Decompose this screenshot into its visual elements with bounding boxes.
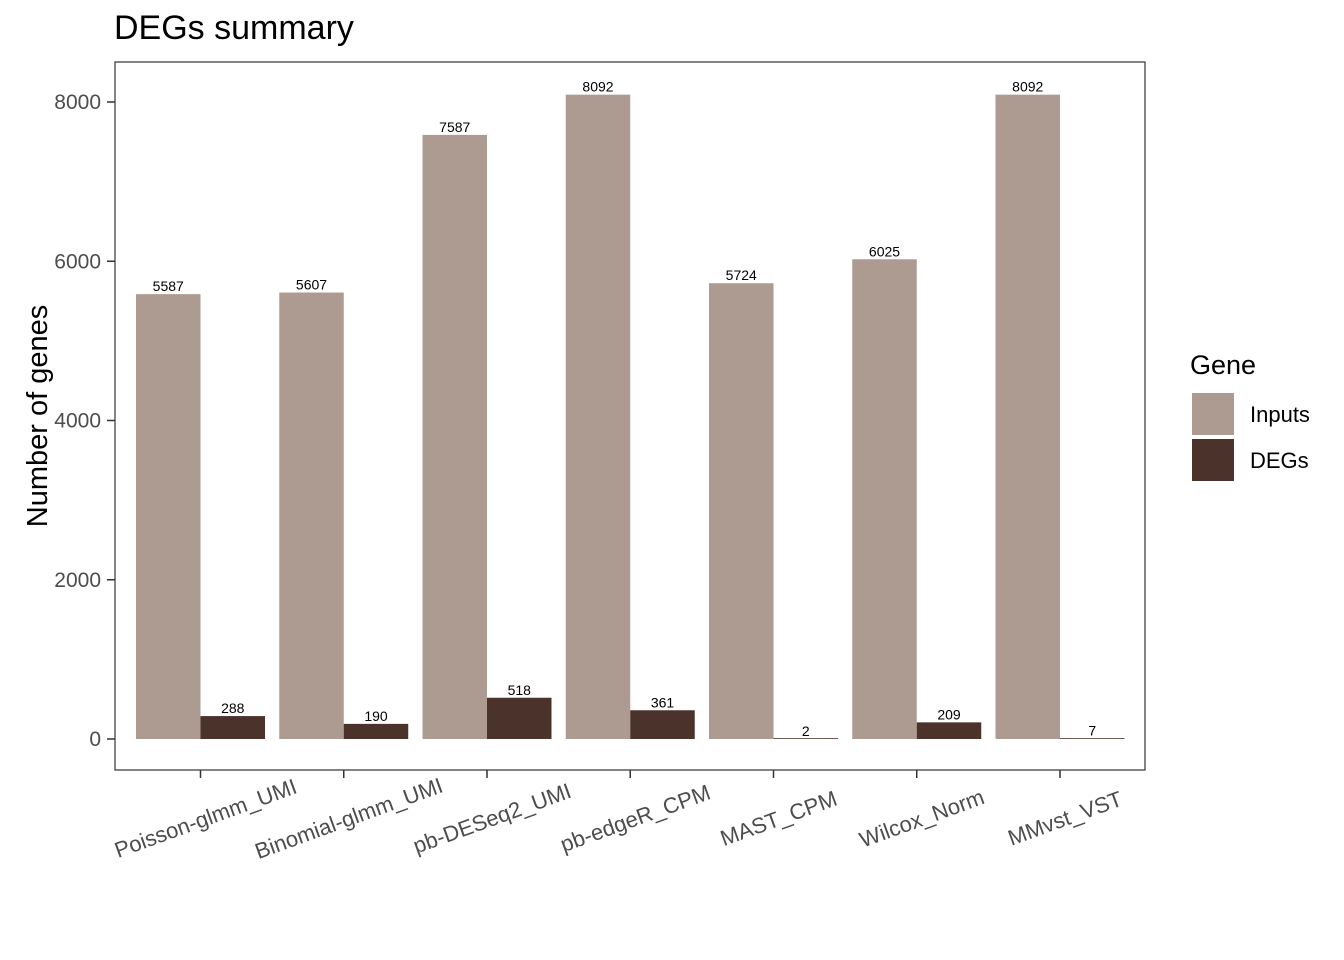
y-axis: 0 2000 4000 6000 8000: [54, 91, 115, 751]
legend-label-degs: DEGs: [1250, 448, 1309, 473]
data-label-degs-pb-deseq2-umi: 518: [508, 682, 532, 698]
legend-label-inputs: Inputs: [1250, 402, 1310, 427]
legend: Gene Inputs DEGs: [1190, 350, 1310, 481]
data-label-degs-mast-cpm: 2: [802, 723, 810, 739]
y-tick-label: 6000: [54, 250, 101, 273]
x-tick-label-mast-cpm: MAST_CPM: [717, 786, 840, 851]
bar-degs-pb-deseq2-umi: [487, 697, 552, 739]
data-label-inputs-pb-edger-cpm: 8092: [582, 79, 613, 95]
bar-inputs-binomial-glmm-umi: [279, 292, 344, 739]
data-label-inputs-poisson-glmm-umi: 5587: [153, 278, 184, 294]
x-tick-label-wilcox-norm: Wilcox_Norm: [856, 784, 987, 852]
x-axis: Poisson-glmm_UMIBinomial-glmm_UMIpb-DESe…: [111, 770, 1126, 864]
bar-inputs-wilcox-norm: [852, 259, 917, 739]
bar-degs-binomial-glmm-umi: [343, 723, 409, 739]
bar-degs-pb-edger-cpm: [630, 710, 695, 739]
y-tick-label: 2000: [54, 569, 101, 592]
data-label-inputs-wilcox-norm: 6025: [869, 243, 900, 259]
bar-inputs-poisson-glmm-umi: [136, 294, 201, 739]
bar-inputs-mmvst-vst: [995, 94, 1060, 739]
data-label-degs-binomial-glmm-umi: 190: [364, 708, 388, 724]
data-labels-group: 5587 288 5607 190 7587 518 8092 361 5724 2 6025 209…: [153, 79, 1097, 739]
data-label-inputs-mmvst-vst: 8092: [1012, 79, 1043, 95]
data-label-inputs-mast-cpm: 5724: [726, 267, 757, 283]
bar-degs-wilcox-norm: [916, 722, 982, 739]
x-tick-label-mmvst-vst: MMvst_VST: [1005, 786, 1126, 850]
bars-group: [136, 94, 1125, 739]
legend-title: Gene: [1190, 350, 1256, 380]
data-label-degs-pb-edger-cpm: 361: [651, 694, 675, 710]
legend-key-degs: [1192, 439, 1234, 481]
x-tick-label-pb-edger-cpm: pb-edgeR_CPM: [557, 780, 714, 857]
bar-inputs-mast-cpm: [709, 283, 774, 739]
y-tick-label: 0: [89, 728, 101, 751]
y-axis-label: Number of genes: [22, 305, 54, 527]
y-tick-label: 8000: [54, 91, 101, 114]
data-label-inputs-pb-deseq2-umi: 7587: [439, 119, 470, 135]
data-label-degs-poisson-glmm-umi: 288: [221, 700, 245, 716]
data-label-degs-wilcox-norm: 209: [937, 706, 961, 722]
bar-inputs-pb-deseq2-umi: [422, 134, 487, 739]
data-label-degs-mmvst-vst: 7: [1088, 722, 1096, 738]
legend-key-inputs: [1192, 393, 1234, 435]
chart-title: DEGs summary: [114, 9, 354, 47]
bar-degs-mmvst-vst: [1060, 738, 1125, 739]
bar-degs-poisson-glmm-umi: [200, 716, 265, 739]
y-tick-label: 4000: [54, 410, 101, 433]
bar-degs-mast-cpm: [773, 738, 838, 739]
data-label-inputs-binomial-glmm-umi: 5607: [296, 277, 327, 293]
bar-inputs-pb-edger-cpm: [565, 94, 631, 739]
